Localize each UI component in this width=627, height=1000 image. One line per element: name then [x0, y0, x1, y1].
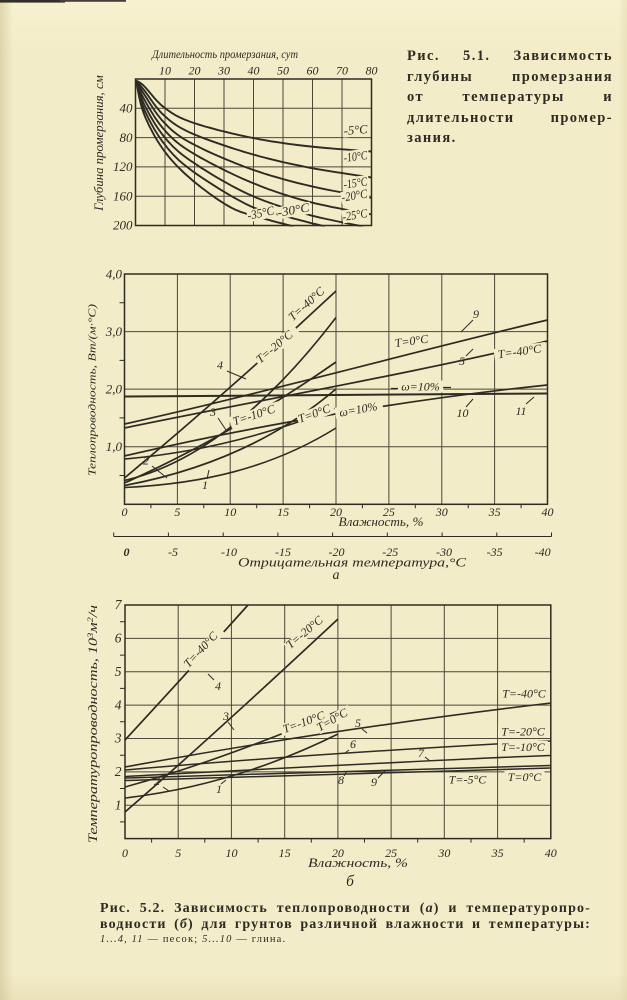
svg-text:160: 160 [113, 188, 133, 203]
svg-text:-30°C: -30°C [276, 200, 311, 219]
svg-text:Теплопроводность, Вт/(м·°С): Теплопроводность, Вт/(м·°С) [87, 304, 99, 476]
svg-text:4: 4 [115, 697, 122, 712]
svg-text:20: 20 [332, 846, 344, 860]
svg-text:80: 80 [120, 130, 134, 145]
svg-text:-5°C: -5°C [343, 122, 369, 138]
svg-text:T=-10°C: T=-10°C [501, 740, 546, 754]
svg-text:40: 40 [120, 101, 134, 116]
svg-text:T=-20°C: T=-20°C [253, 327, 296, 366]
svg-text:б: б [346, 873, 355, 890]
svg-text:0: 0 [124, 545, 130, 559]
svg-text:50: 50 [277, 64, 289, 78]
svg-text:15: 15 [277, 505, 289, 519]
svg-text:70: 70 [336, 64, 348, 78]
svg-text:3,0: 3,0 [105, 324, 123, 339]
svg-text:30: 30 [437, 846, 450, 860]
svg-text:-5: -5 [168, 545, 178, 559]
svg-text:120: 120 [113, 159, 133, 174]
svg-text:10: 10 [457, 406, 469, 420]
svg-text:2: 2 [143, 454, 149, 468]
svg-text:10: 10 [225, 846, 237, 860]
svg-text:8: 8 [338, 773, 344, 787]
svg-text:6: 6 [115, 631, 122, 646]
svg-text:25: 25 [385, 846, 397, 860]
svg-text:-20: -20 [329, 545, 345, 559]
svg-text:Влажность, %: Влажность, % [339, 515, 424, 529]
svg-text:4: 4 [215, 679, 221, 693]
svg-text:25: 25 [383, 505, 395, 519]
svg-text:1: 1 [115, 797, 122, 812]
svg-text:7: 7 [115, 597, 123, 612]
svg-text:ω=10%: ω=10% [338, 399, 378, 419]
svg-text:2,0: 2,0 [106, 382, 123, 397]
svg-text:T=-5°C: T=-5°C [449, 772, 488, 786]
svg-text:T=-40°C: T=-40°C [181, 628, 222, 670]
svg-text:10: 10 [159, 64, 171, 78]
svg-text:40: 40 [248, 64, 260, 78]
svg-text:T=0°C: T=0°C [508, 770, 543, 784]
svg-text:а: а [333, 568, 340, 583]
svg-text:11: 11 [515, 404, 526, 418]
svg-text:5: 5 [174, 505, 180, 519]
svg-text:5: 5 [175, 846, 181, 860]
svg-text:3: 3 [209, 405, 216, 419]
svg-text:4: 4 [217, 358, 223, 372]
svg-text:6: 6 [350, 737, 356, 751]
svg-text:9: 9 [473, 307, 479, 321]
svg-text:-20°C: -20°C [340, 187, 368, 205]
svg-text:35: 35 [491, 846, 504, 860]
svg-text:0: 0 [122, 505, 128, 519]
svg-text:-15: -15 [275, 545, 291, 559]
svg-text:-10: -10 [221, 545, 237, 559]
svg-text:1: 1 [202, 478, 208, 492]
svg-text:1,0: 1,0 [106, 439, 123, 454]
svg-text:2: 2 [115, 764, 122, 779]
svg-text:30: 30 [435, 505, 448, 519]
svg-text:-35°C: -35°C [246, 203, 276, 222]
svg-text:5: 5 [115, 664, 122, 679]
svg-text:Длительность промерзания, сут: Длительность промерзания, сут [151, 47, 298, 61]
svg-text:T=-40°C: T=-40°C [502, 686, 547, 700]
svg-text:5: 5 [355, 716, 361, 730]
svg-text:0: 0 [122, 846, 128, 860]
svg-text:3: 3 [222, 709, 229, 723]
svg-text:-15°C: -15°C [343, 174, 369, 191]
svg-text:2: 2 [154, 774, 160, 788]
svg-text:15: 15 [279, 846, 291, 860]
svg-text:3: 3 [114, 731, 122, 746]
svg-text:-25°C: -25°C [341, 206, 368, 224]
svg-text:Температуропроводность, 103м2/: Температуропроводность, 103м2/ч [86, 605, 100, 843]
svg-text:Глубина промерзания, см: Глубина промерзания, см [92, 75, 106, 212]
svg-text:40: 40 [545, 846, 557, 860]
svg-text:-25: -25 [382, 545, 398, 559]
svg-text:-35: -35 [487, 545, 503, 559]
svg-text:20: 20 [189, 64, 201, 78]
svg-text:T=-20°C: T=-20°C [283, 612, 326, 651]
svg-text:35: 35 [488, 505, 501, 519]
svg-text:60: 60 [307, 64, 319, 78]
svg-text:T=-40°C: T=-40°C [497, 341, 543, 361]
svg-text:30: 30 [217, 64, 230, 78]
svg-text:Отрицательная температура,°С: Отрицательная температура,°С [238, 556, 467, 570]
svg-text:-30: -30 [436, 545, 452, 559]
svg-text:Влажность, %: Влажность, % [308, 856, 408, 870]
svg-text:9: 9 [371, 775, 377, 789]
svg-text:10: 10 [224, 505, 236, 519]
svg-text:-40: -40 [535, 545, 551, 559]
svg-text:-10°C: -10°C [343, 148, 369, 165]
svg-text:40: 40 [542, 505, 554, 519]
svg-text:T=0°C: T=0°C [296, 401, 333, 426]
svg-text:1: 1 [216, 782, 222, 796]
svg-text:80: 80 [366, 64, 378, 78]
svg-text:200: 200 [113, 218, 133, 233]
svg-text:ω=10%: ω=10% [401, 379, 440, 393]
svg-text:5: 5 [459, 354, 465, 368]
svg-text:T=-20°C: T=-20°C [501, 724, 546, 738]
svg-text:20: 20 [330, 505, 342, 519]
svg-text:4,0: 4,0 [106, 267, 123, 282]
svg-text:7: 7 [418, 746, 425, 760]
svg-text:T=0°C: T=0°C [394, 331, 430, 350]
